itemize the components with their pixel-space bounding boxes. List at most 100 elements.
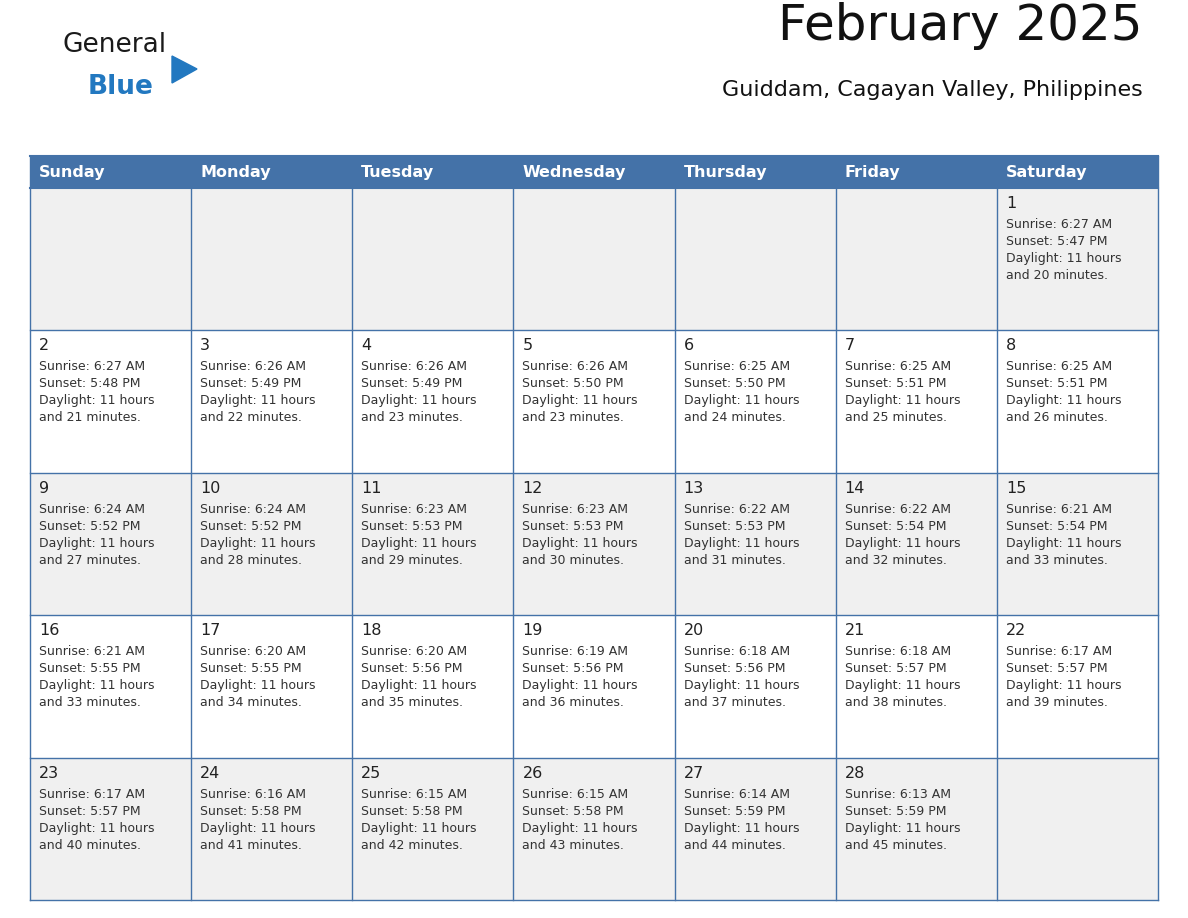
Text: Tuesday: Tuesday bbox=[361, 164, 435, 180]
Text: 6: 6 bbox=[683, 339, 694, 353]
Text: Sunset: 5:53 PM: Sunset: 5:53 PM bbox=[523, 520, 624, 532]
Text: Sunset: 5:51 PM: Sunset: 5:51 PM bbox=[1006, 377, 1107, 390]
Text: Daylight: 11 hours: Daylight: 11 hours bbox=[361, 822, 476, 834]
Bar bbox=[835, 757, 997, 900]
Text: 19: 19 bbox=[523, 623, 543, 638]
Text: 8: 8 bbox=[1006, 339, 1016, 353]
Bar bbox=[30, 188, 191, 330]
Text: Sunrise: 6:26 AM: Sunrise: 6:26 AM bbox=[361, 361, 467, 374]
Bar bbox=[30, 615, 191, 757]
Bar bbox=[835, 473, 997, 615]
Text: 4: 4 bbox=[361, 339, 372, 353]
Text: Sunrise: 6:25 AM: Sunrise: 6:25 AM bbox=[683, 361, 790, 374]
Text: Sunset: 5:56 PM: Sunset: 5:56 PM bbox=[361, 662, 463, 676]
Text: Sunset: 5:50 PM: Sunset: 5:50 PM bbox=[523, 377, 624, 390]
Text: 18: 18 bbox=[361, 623, 381, 638]
Bar bbox=[997, 156, 1158, 188]
Bar bbox=[353, 188, 513, 330]
Text: Daylight: 11 hours: Daylight: 11 hours bbox=[845, 395, 960, 408]
Bar bbox=[835, 156, 997, 188]
Text: Sunset: 5:52 PM: Sunset: 5:52 PM bbox=[39, 520, 140, 532]
Bar bbox=[191, 757, 353, 900]
Bar bbox=[835, 615, 997, 757]
Text: Sunrise: 6:24 AM: Sunrise: 6:24 AM bbox=[200, 503, 307, 516]
Bar bbox=[675, 156, 835, 188]
Text: Guiddam, Cagayan Valley, Philippines: Guiddam, Cagayan Valley, Philippines bbox=[722, 80, 1143, 100]
Text: Sunrise: 6:20 AM: Sunrise: 6:20 AM bbox=[361, 645, 467, 658]
Text: Daylight: 11 hours: Daylight: 11 hours bbox=[523, 822, 638, 834]
Text: Sunrise: 6:22 AM: Sunrise: 6:22 AM bbox=[845, 503, 950, 516]
Text: Sunset: 5:51 PM: Sunset: 5:51 PM bbox=[845, 377, 946, 390]
Text: Daylight: 11 hours: Daylight: 11 hours bbox=[39, 822, 154, 834]
Text: February 2025: February 2025 bbox=[778, 2, 1143, 50]
Text: Thursday: Thursday bbox=[683, 164, 767, 180]
Text: Sunrise: 6:25 AM: Sunrise: 6:25 AM bbox=[845, 361, 950, 374]
Text: 22: 22 bbox=[1006, 623, 1026, 638]
Text: Sunset: 5:49 PM: Sunset: 5:49 PM bbox=[200, 377, 302, 390]
Text: and 42 minutes.: and 42 minutes. bbox=[361, 839, 463, 852]
Text: and 45 minutes.: and 45 minutes. bbox=[845, 839, 947, 852]
Text: 24: 24 bbox=[200, 766, 221, 780]
Bar bbox=[835, 330, 997, 473]
Text: Sunrise: 6:18 AM: Sunrise: 6:18 AM bbox=[845, 645, 950, 658]
Bar bbox=[675, 188, 835, 330]
Text: Daylight: 11 hours: Daylight: 11 hours bbox=[361, 679, 476, 692]
Text: and 21 minutes.: and 21 minutes. bbox=[39, 411, 141, 424]
Text: 7: 7 bbox=[845, 339, 855, 353]
Text: Daylight: 11 hours: Daylight: 11 hours bbox=[200, 822, 316, 834]
Text: Sunset: 5:48 PM: Sunset: 5:48 PM bbox=[39, 377, 140, 390]
Bar bbox=[513, 615, 675, 757]
Text: 28: 28 bbox=[845, 766, 865, 780]
Text: Sunset: 5:57 PM: Sunset: 5:57 PM bbox=[1006, 662, 1107, 676]
Text: Sunrise: 6:16 AM: Sunrise: 6:16 AM bbox=[200, 788, 307, 800]
Bar bbox=[513, 330, 675, 473]
Text: Sunset: 5:52 PM: Sunset: 5:52 PM bbox=[200, 520, 302, 532]
Text: Sunset: 5:56 PM: Sunset: 5:56 PM bbox=[683, 662, 785, 676]
Text: 3: 3 bbox=[200, 339, 210, 353]
Bar bbox=[835, 188, 997, 330]
Bar bbox=[997, 188, 1158, 330]
Bar bbox=[353, 473, 513, 615]
Text: 13: 13 bbox=[683, 481, 703, 496]
Bar bbox=[30, 473, 191, 615]
Bar bbox=[513, 757, 675, 900]
Text: Saturday: Saturday bbox=[1006, 164, 1087, 180]
Text: 5: 5 bbox=[523, 339, 532, 353]
Bar bbox=[997, 473, 1158, 615]
Text: Sunset: 5:47 PM: Sunset: 5:47 PM bbox=[1006, 235, 1107, 248]
Text: Sunrise: 6:27 AM: Sunrise: 6:27 AM bbox=[1006, 218, 1112, 231]
Bar bbox=[30, 330, 191, 473]
Text: Sunrise: 6:19 AM: Sunrise: 6:19 AM bbox=[523, 645, 628, 658]
Text: Daylight: 11 hours: Daylight: 11 hours bbox=[200, 679, 316, 692]
Text: and 26 minutes.: and 26 minutes. bbox=[1006, 411, 1107, 424]
Text: Daylight: 11 hours: Daylight: 11 hours bbox=[200, 395, 316, 408]
Text: and 29 minutes.: and 29 minutes. bbox=[361, 554, 463, 566]
Bar bbox=[353, 330, 513, 473]
Text: Daylight: 11 hours: Daylight: 11 hours bbox=[39, 679, 154, 692]
Text: 10: 10 bbox=[200, 481, 221, 496]
Bar bbox=[997, 615, 1158, 757]
Text: and 44 minutes.: and 44 minutes. bbox=[683, 839, 785, 852]
Text: Sunset: 5:55 PM: Sunset: 5:55 PM bbox=[200, 662, 302, 676]
Text: Sunrise: 6:21 AM: Sunrise: 6:21 AM bbox=[39, 645, 145, 658]
Text: Daylight: 11 hours: Daylight: 11 hours bbox=[683, 395, 800, 408]
Text: Daylight: 11 hours: Daylight: 11 hours bbox=[845, 537, 960, 550]
Text: Sunset: 5:55 PM: Sunset: 5:55 PM bbox=[39, 662, 140, 676]
Text: and 33 minutes.: and 33 minutes. bbox=[39, 696, 141, 710]
Text: and 37 minutes.: and 37 minutes. bbox=[683, 696, 785, 710]
Bar bbox=[191, 156, 353, 188]
Text: Sunrise: 6:20 AM: Sunrise: 6:20 AM bbox=[200, 645, 307, 658]
Bar bbox=[353, 615, 513, 757]
Text: Sunrise: 6:13 AM: Sunrise: 6:13 AM bbox=[845, 788, 950, 800]
Text: and 23 minutes.: and 23 minutes. bbox=[523, 411, 625, 424]
Text: 9: 9 bbox=[39, 481, 49, 496]
Text: General: General bbox=[62, 32, 166, 58]
Text: Sunset: 5:53 PM: Sunset: 5:53 PM bbox=[361, 520, 463, 532]
Text: and 25 minutes.: and 25 minutes. bbox=[845, 411, 947, 424]
Text: and 32 minutes.: and 32 minutes. bbox=[845, 554, 947, 566]
Text: 27: 27 bbox=[683, 766, 703, 780]
Text: Sunrise: 6:17 AM: Sunrise: 6:17 AM bbox=[39, 788, 145, 800]
Text: Daylight: 11 hours: Daylight: 11 hours bbox=[683, 679, 800, 692]
Text: and 28 minutes.: and 28 minutes. bbox=[200, 554, 302, 566]
Text: Sunrise: 6:21 AM: Sunrise: 6:21 AM bbox=[1006, 503, 1112, 516]
